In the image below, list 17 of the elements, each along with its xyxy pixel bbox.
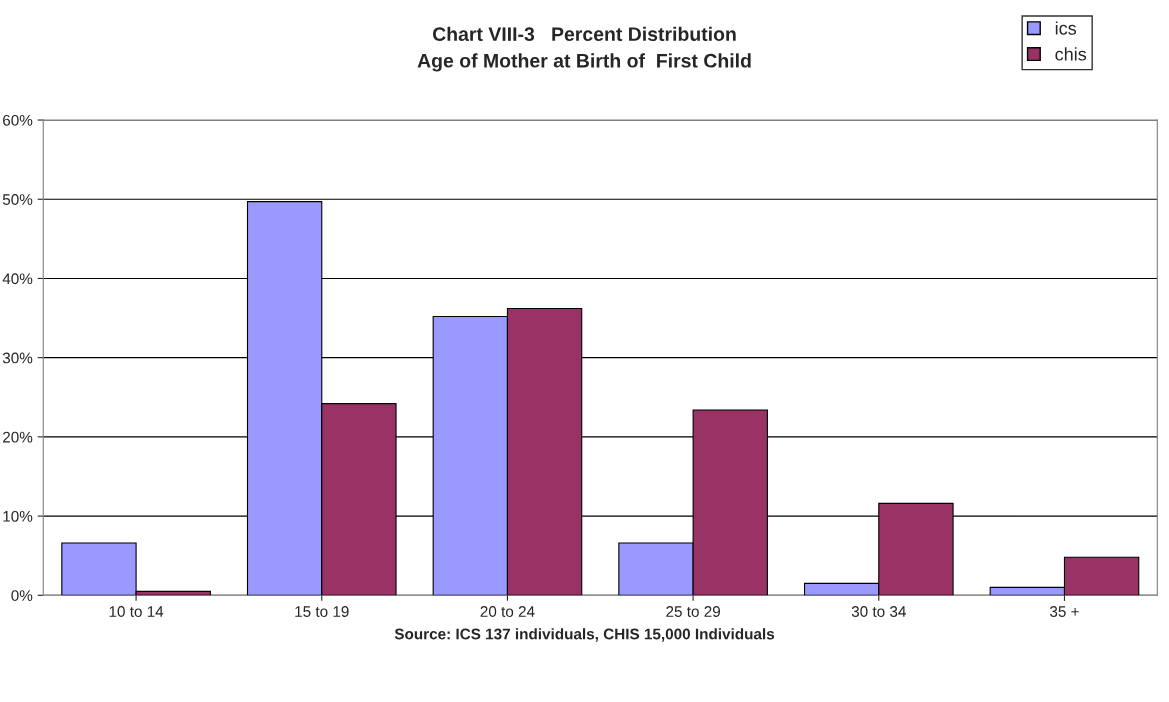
legend-label: chis bbox=[1055, 47, 1087, 61]
x-tick-label: 35 + bbox=[1049, 606, 1079, 617]
y-tick-label: 10% bbox=[3, 510, 33, 522]
x-tick-label: 30 to 34 bbox=[851, 606, 906, 617]
y-tick-label: 50% bbox=[2, 194, 33, 205]
y-tick-label: 60% bbox=[3, 114, 33, 126]
x-tick-label: 10 to 14 bbox=[109, 606, 164, 617]
chart-title: Chart VIII-3 Percent Distribution Age of Mother at Birth of First Child bbox=[417, 26, 751, 72]
x-tick-label: 25 to 29 bbox=[666, 606, 721, 617]
y-tick-label: 40% bbox=[2, 273, 33, 285]
legend-label: ics bbox=[1055, 21, 1077, 35]
y-tick-label: 20% bbox=[3, 431, 33, 443]
x-tick-label: 20 to 24 bbox=[480, 606, 535, 617]
source-note: Source: ICS 137 individuals, CHIS 15,000 Individuals bbox=[394, 628, 775, 642]
y-tick-label: 30% bbox=[2, 352, 33, 364]
x-tick-label: 15 to 19 bbox=[295, 606, 349, 617]
y-tick-label: 0% bbox=[11, 590, 33, 601]
